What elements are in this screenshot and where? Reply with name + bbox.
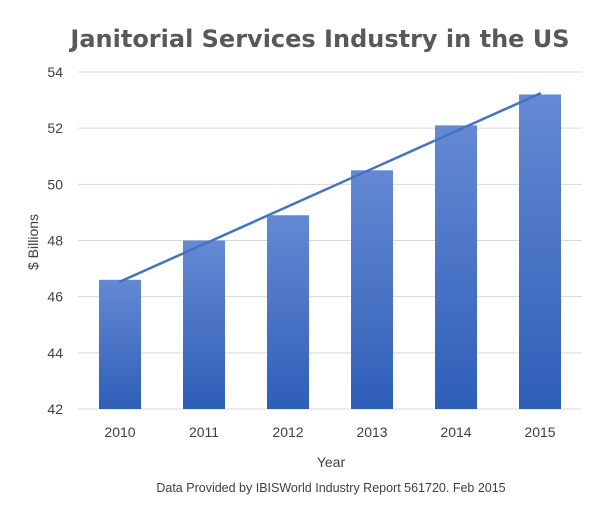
- bar-2013: [351, 170, 393, 409]
- bar-2012: [267, 215, 309, 409]
- trendline-group: [118, 92, 542, 283]
- x-tick-label: 2011: [189, 424, 219, 440]
- x-tick-label: 2010: [104, 424, 135, 440]
- bar-2014: [435, 125, 477, 409]
- y-axis-label: $ Billions: [25, 214, 41, 270]
- x-tick-label: 2012: [272, 424, 303, 440]
- x-tick-label: 2015: [524, 424, 555, 440]
- bars: [99, 94, 561, 409]
- y-tick-label: 42: [47, 401, 63, 417]
- bar-2015: [519, 94, 561, 409]
- bar-2011: [183, 240, 225, 409]
- x-tick-label: 2014: [440, 424, 471, 440]
- y-tick-label: 44: [47, 345, 63, 361]
- x-axis-ticks: 2010 2011 2012 2013 2014 2015: [104, 424, 555, 440]
- gridlines: [78, 71, 582, 410]
- y-tick-label: 50: [47, 176, 63, 192]
- y-tick-label: 52: [47, 120, 63, 136]
- y-axis-ticks: 42 44 46 48 50 52 54: [47, 64, 63, 417]
- chart-title: Janitorial Services Industry in the US: [68, 25, 569, 53]
- y-tick-label: 48: [47, 233, 63, 249]
- y-tick-label: 54: [47, 64, 63, 80]
- y-tick-label: 46: [47, 289, 63, 305]
- bar-2010: [99, 279, 141, 409]
- x-axis-label: Year: [317, 454, 346, 470]
- x-tick-label: 2013: [356, 424, 387, 440]
- source-note: Data Provided by IBISWorld Industry Repo…: [156, 481, 505, 495]
- trendline: [118, 92, 542, 283]
